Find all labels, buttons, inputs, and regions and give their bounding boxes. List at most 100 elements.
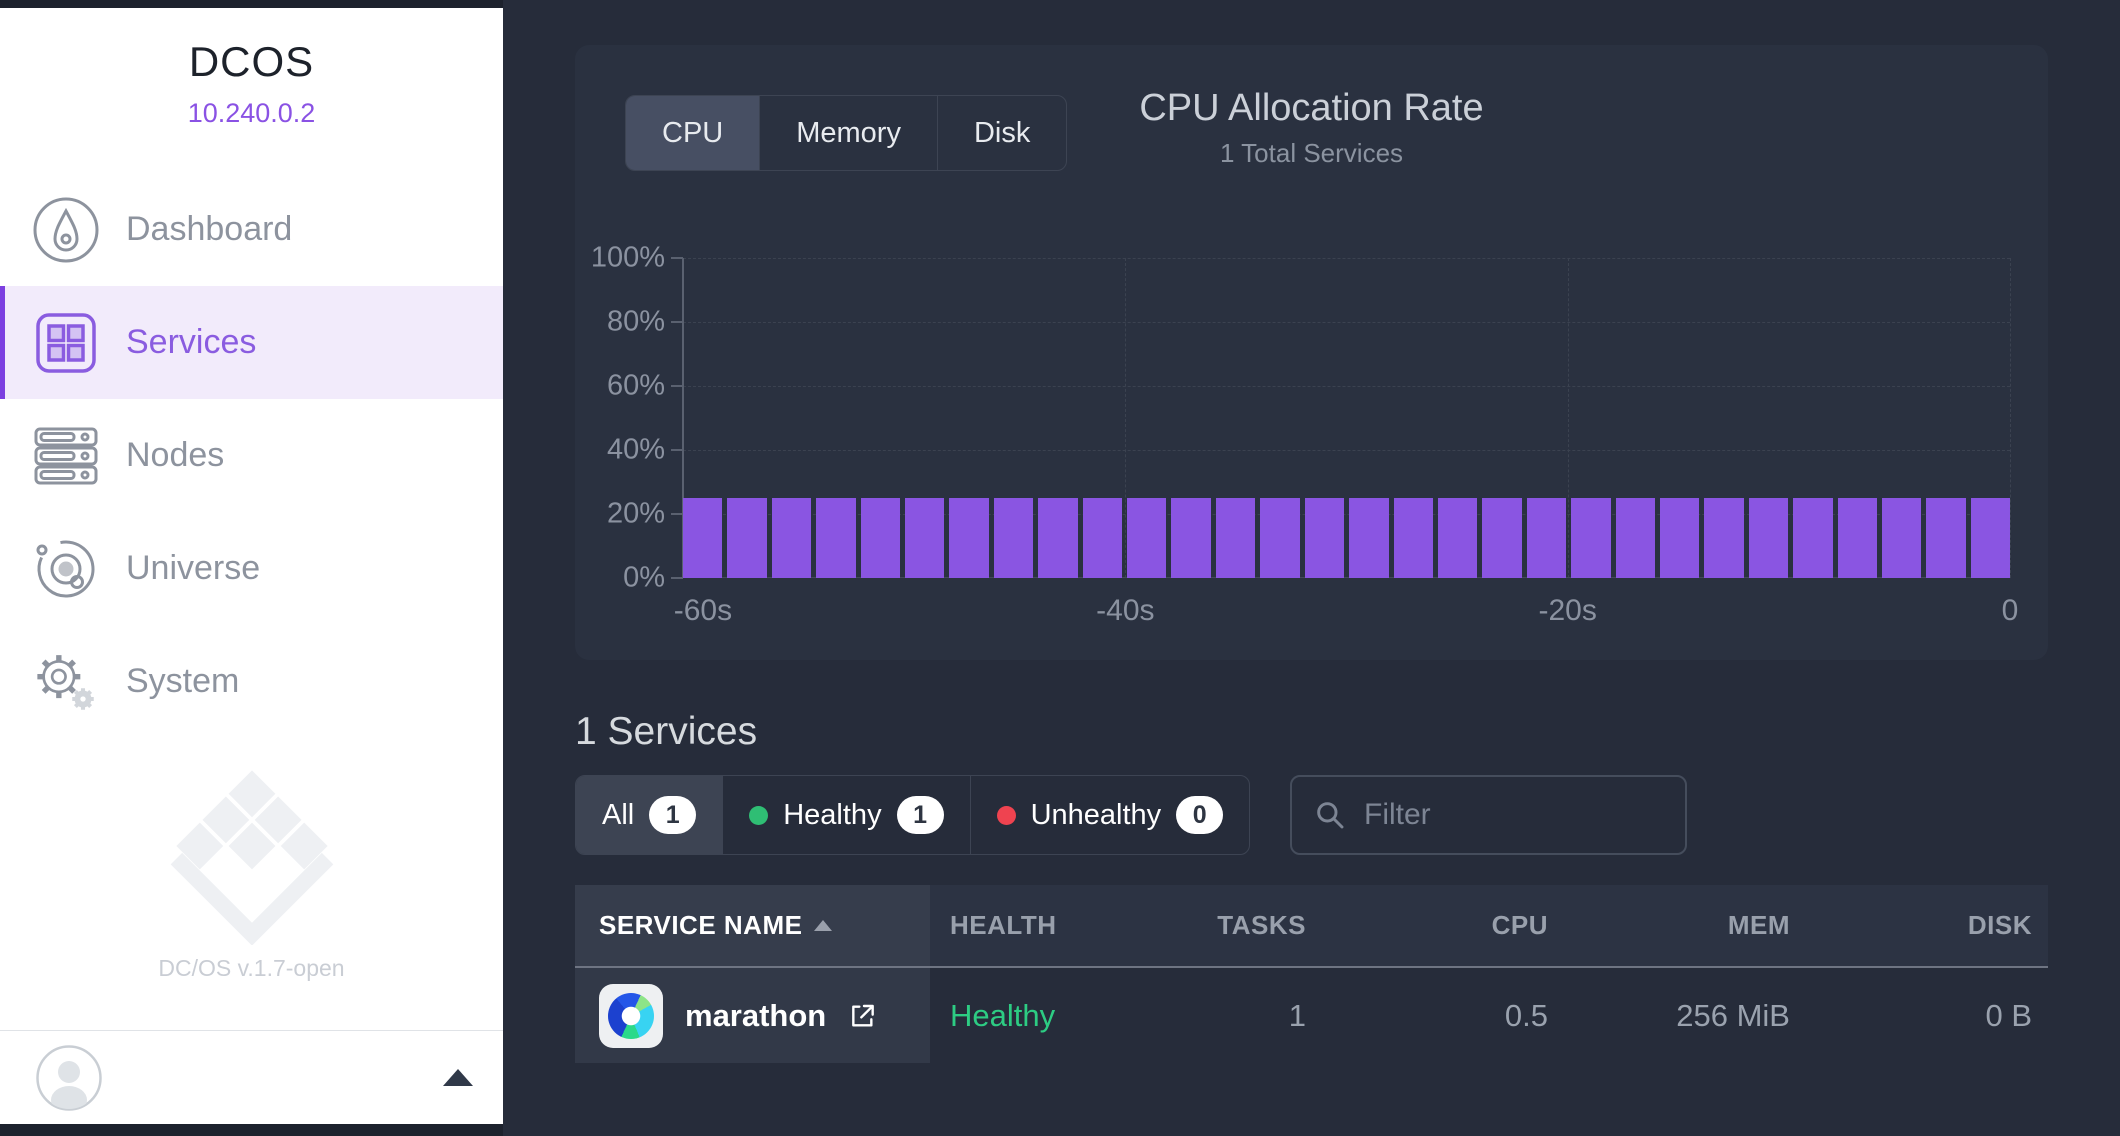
gridline-40 <box>683 450 2010 451</box>
healthy-dot-icon <box>749 805 769 825</box>
gridline-v-0s <box>2010 258 2011 578</box>
filter-label: Healthy <box>783 798 882 831</box>
sidebar-item-label: Dashboard <box>126 210 293 248</box>
filter-unhealthy[interactable]: Unhealthy 0 <box>969 776 1250 854</box>
bar <box>1038 498 1078 578</box>
bar <box>1970 498 2011 578</box>
y-axis-label: 60% <box>606 369 665 402</box>
sidebar-item-universe[interactable]: Universe <box>0 512 503 625</box>
x-axis-label: -20s <box>1538 594 1597 627</box>
sidebar-item-dashboard[interactable]: Dashboard <box>0 173 503 286</box>
filter-input[interactable] <box>1364 777 1750 853</box>
x-axis-label: 0 <box>2001 594 2019 627</box>
gridline-v-20s <box>1567 258 1569 578</box>
gridline-20 <box>683 514 2010 515</box>
sidebar-nav: Dashboard Services <box>0 173 503 738</box>
x-axis-line <box>683 577 2010 578</box>
bar <box>1881 498 1922 578</box>
bar <box>1304 498 1345 578</box>
column-label: HEALTH <box>950 910 1057 940</box>
bar <box>1082 498 1123 578</box>
bar <box>1215 498 1256 578</box>
filter-all[interactable]: All 1 <box>576 776 723 854</box>
bar <box>1526 498 1567 578</box>
column-header-disk[interactable]: DISK <box>1790 885 2048 966</box>
version-label: DC/OS v.1.7-open <box>158 955 345 981</box>
y-tick-mark <box>671 257 683 259</box>
column-header-tasks[interactable]: TASKS <box>1064 885 1306 966</box>
cluster-ip[interactable]: 10.240.0.2 <box>187 98 316 128</box>
bar <box>1482 498 1522 578</box>
column-label: CPU <box>1491 910 1548 940</box>
bar <box>1127 498 1167 578</box>
service-name-link[interactable]: marathon <box>685 997 827 1033</box>
bar <box>993 498 1034 578</box>
bar <box>727 498 767 578</box>
tab-cpu[interactable]: CPU <box>626 96 760 170</box>
sidebar: DCOS 10.240.0.2 Dashboard <box>0 8 503 1124</box>
column-header-mem[interactable]: MEM <box>1548 885 1790 966</box>
bar <box>860 498 901 578</box>
external-link-icon[interactable] <box>846 1000 878 1032</box>
y-tick-mark <box>671 321 683 323</box>
app-title: DCOS <box>188 38 315 85</box>
y-tick-mark <box>671 577 683 579</box>
services-table: SERVICE NAME HEALTH TASKS CPU MEM DISK m… <box>575 885 2048 1063</box>
marathon-logo-icon <box>599 983 663 1048</box>
collapse-caret-icon[interactable] <box>443 1069 473 1086</box>
y-tick-mark <box>671 385 683 387</box>
bar <box>1260 498 1300 578</box>
y-axis-label: 0% <box>623 561 665 594</box>
gears-icon <box>32 648 100 716</box>
bar <box>1926 498 1966 578</box>
tab-memory[interactable]: Memory <box>759 96 937 170</box>
sidebar-item-label: Nodes <box>126 436 225 474</box>
bar <box>1837 498 1877 578</box>
dcos-logo <box>159 765 344 950</box>
tab-disk[interactable]: Disk <box>936 96 1066 170</box>
search-icon <box>1314 799 1346 831</box>
column-header-health[interactable]: HEALTH <box>930 885 1064 966</box>
cpu-allocation-chart: 100% 80% 60% 40% 20% 0% -60s -40s -20s 0 <box>591 242 2019 628</box>
sidebar-item-services[interactable]: Services <box>0 286 503 399</box>
bar <box>683 498 723 578</box>
services-count-heading: 1 Services <box>575 710 758 753</box>
bar-series <box>683 258 2011 578</box>
servers-icon <box>32 422 100 490</box>
filter-label: All <box>602 798 635 831</box>
gridline-v-40s <box>1125 258 1127 578</box>
bar <box>949 498 989 578</box>
bar <box>1615 498 1655 578</box>
sidebar-item-nodes[interactable]: Nodes <box>0 399 503 512</box>
health-filter-group: All 1 Healthy 1 Unhealthy 0 <box>575 775 1251 855</box>
y-tick-mark <box>671 513 683 515</box>
sidebar-item-system[interactable]: System <box>0 625 503 738</box>
x-axis-label: -60s <box>673 594 733 627</box>
bar <box>1704 498 1744 578</box>
brand: DCOS 10.240.0.2 <box>0 8 503 129</box>
user-avatar[interactable] <box>36 1044 102 1111</box>
health-cell: Healthy <box>950 997 1056 1033</box>
bar <box>1349 498 1389 578</box>
column-header-cpu[interactable]: CPU <box>1306 885 1548 966</box>
bar <box>816 498 856 578</box>
column-label: DISK <box>1967 910 2032 940</box>
bar <box>1659 498 1700 578</box>
filter-count-badge: 1 <box>649 796 697 834</box>
gridline-80 <box>683 322 2010 323</box>
y-axis-label: 80% <box>606 305 665 338</box>
bar <box>905 498 945 578</box>
service-name-cell: marathon <box>575 968 930 1063</box>
tasks-cell: 1 <box>1288 997 1306 1033</box>
y-tick-mark <box>671 449 683 451</box>
services-grid-icon <box>32 309 100 377</box>
column-header-service-name[interactable]: SERVICE NAME <box>575 885 930 966</box>
table-row[interactable]: marathon Healthy 1 0.5 256 MiB 0 B <box>575 968 2048 1063</box>
mem-cell: 256 MiB <box>1676 997 1790 1033</box>
x-axis-label: -40s <box>1096 594 1155 627</box>
filter-healthy[interactable]: Healthy 1 <box>722 776 969 854</box>
chart-panel: CPU Memory Disk CPU Allocation Rate 1 To… <box>575 45 2048 660</box>
bar <box>1171 498 1211 578</box>
planet-icon <box>32 535 100 603</box>
sort-asc-icon <box>814 920 833 931</box>
